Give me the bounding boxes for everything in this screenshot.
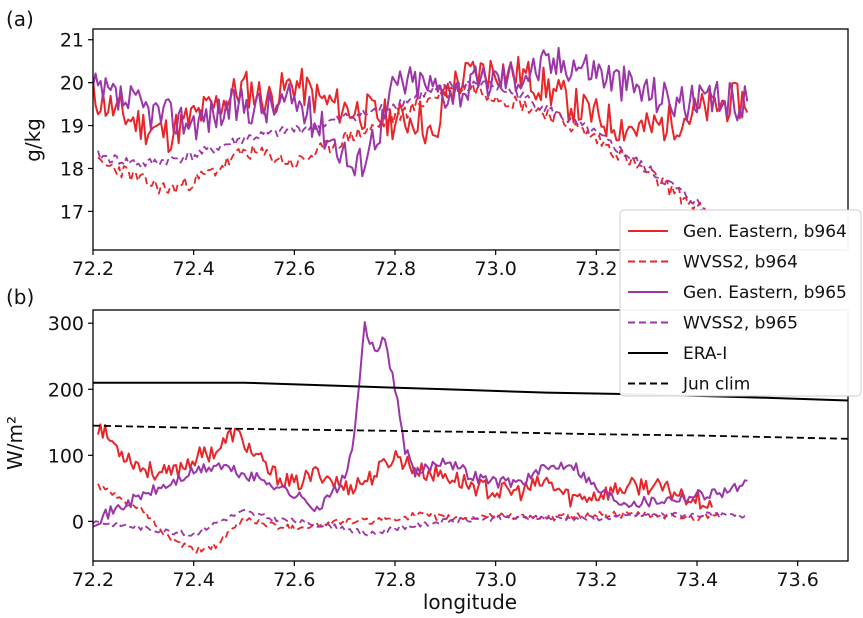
panel-a-y-tick-label: 21 [60,30,84,52]
panel-a-x-tick-label: 72.8 [374,258,416,280]
panel-a-series-gen-eastern-b965 [93,46,749,178]
legend-label: Gen. Eastern, b964 [683,222,847,242]
panel-b-x-axis-label: longitude [423,590,517,614]
legend-label: ERA-I [683,344,727,364]
panel-a-y-tick-label: 19 [60,116,84,138]
panel-b-x-ticks: 72.2 72.4 72.6 72.8 73.0 73.2 73.4 73.6 [72,561,819,591]
panel-b-label: (b) [6,285,34,309]
panel-a-frame [92,28,849,251]
panel-b-x-tick-label: 72.8 [374,569,416,591]
panel-b-x-tick-label: 73.4 [676,569,718,591]
panel-b-series-wvss2-b964 [97,483,723,554]
panel-b-x-tick-label: 72.2 [72,569,114,591]
panel-b-y-tick-label: 200 [48,379,84,401]
panel-a-y-tick-label: 17 [60,201,84,223]
panel-b-series-wvss2-b965 [93,508,748,537]
panel-b: (b) 72.2 72.4 72.6 72.8 73.0 73.2 73.4 73.6 0 10… [3,285,849,614]
panel-b-series-era-i [93,381,848,402]
panel-a-series-wvss2-b965 [97,80,713,222]
panel-b-x-tick-label: 72.4 [173,569,215,591]
panel-b-y-tick-label: 0 [72,511,84,533]
panel-a: (a) 72.2 72.4 72.6 72.8 73.0 73.2 1718192021 … [6,7,849,280]
panel-a-x-tick-label: 72.6 [273,258,315,280]
legend-label: Jun clim [682,375,750,395]
panel-b-y-ticks: 0 100 200 300 [48,313,93,533]
legend-label: WVSS2, b965 [683,314,798,334]
panel-a-y-tick-label: 20 [60,73,84,95]
panel-b-series-jun-clim [93,424,848,440]
panel-a-label: (a) [6,7,34,31]
panel-b-series-gen-eastern-b964 [97,423,714,510]
panel-a-y-ticks: 17 18 19 20 21 [60,30,93,223]
panel-a-plot-area [93,46,749,222]
panel-a-y-axis-label: g/kg [21,118,45,162]
panel-a-x-tick-label: 72.4 [173,258,215,280]
panel-b-y-axis-label: W/m² [3,416,27,470]
panel-a-x-tick-label: 73.0 [475,258,517,280]
legend-items: Gen. Eastern, b964 WVSS2, b964 Gen. Easter… [628,222,847,395]
panel-b-frame [92,309,849,562]
panel-b-y-tick-label: 300 [48,313,84,335]
panel-b-x-tick-label: 73.0 [475,569,517,591]
panel-b-x-tick-label: 73.2 [575,569,617,591]
legend-label: Gen. Eastern, b965 [683,283,847,303]
panel-a-x-ticks: 72.2 72.4 72.6 72.8 73.0 73.2 [72,250,617,280]
panel-a-y-tick-label: 18 [60,158,84,180]
legend-box [619,209,862,397]
legend: Gen. Eastern, b964 WVSS2, b964 Gen. Easter… [619,209,862,397]
legend-label: WVSS2, b964 [683,253,798,273]
panel-b-y-tick-label: 100 [48,445,84,467]
panel-a-x-tick-label: 72.2 [72,258,114,280]
panel-b-series-gen-eastern-b965 [93,321,748,528]
panel-b-x-tick-label: 72.6 [273,569,315,591]
panel-b-x-tick-label: 73.6 [777,569,819,591]
panel-b-plot-area [93,321,848,554]
panel-a-x-tick-label: 73.2 [575,258,617,280]
